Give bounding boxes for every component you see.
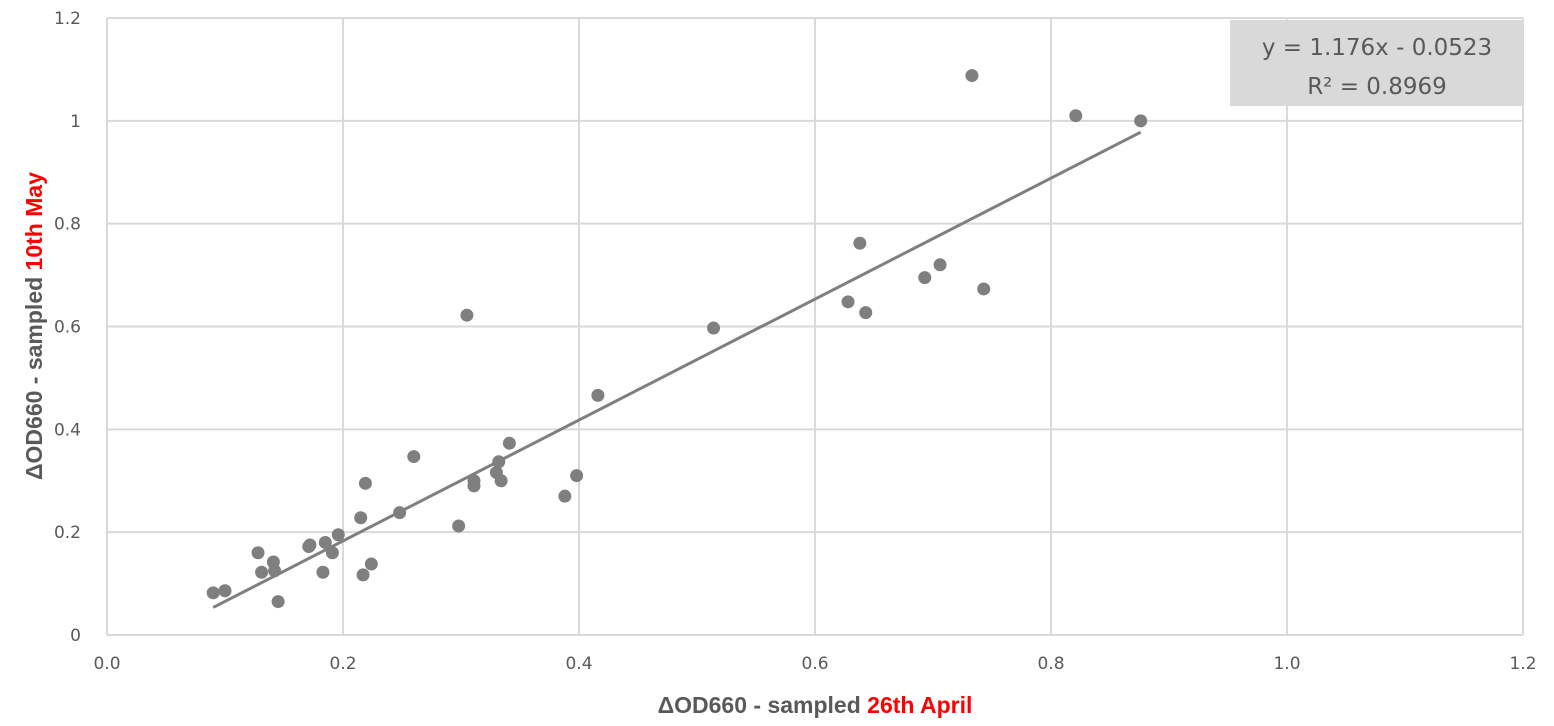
data-point [358,476,372,490]
y-tick-label: 0.4 [54,420,81,440]
data-point [218,584,232,598]
trendline-equation: y = 1.176x - 0.0523 [1262,35,1492,61]
x-tick-label: 0.6 [801,654,828,674]
x-axis-title-date: 26th April [867,692,972,718]
data-point [965,69,979,83]
y-tick-label: 0.2 [54,523,81,543]
data-point [977,282,991,296]
trendline [212,130,1142,609]
y-axis-title-date: 10th May [21,172,47,271]
data-point [354,511,368,525]
data-point [316,565,330,579]
data-point [268,564,282,578]
data-point [859,306,873,320]
trendline-equation-box: y = 1.176x - 0.0523 R² = 0.8969 [1230,20,1523,106]
data-point [452,519,466,533]
x-tick-label: 1.0 [1273,654,1300,674]
gridlines [106,17,1524,636]
data-point [255,565,269,579]
y-tick-label: 0.6 [54,318,81,338]
y-axis-title-prefix: ΔOD660 - sampled [21,270,47,480]
tick-labels: 0.0 0.2 0.4 0.6 0.8 1.0 1.2 0 0.2 0.4 0.6 0.8 1 1.2 [54,9,1537,674]
data-point [271,595,285,609]
data-point [853,236,867,250]
x-tick-label: 1.2 [1509,654,1536,674]
data-point [558,489,572,503]
data-point [303,538,317,552]
data-point [467,479,481,493]
y-tick-label: 1 [70,112,81,132]
y-tick-label: 0 [70,626,81,646]
data-point [251,546,265,560]
data-points [206,69,1148,609]
x-tick-label: 0.4 [565,654,592,674]
x-tick-label: 0.0 [93,654,120,674]
data-point [591,388,605,402]
data-point [918,271,932,285]
data-point [1134,114,1148,128]
x-axis-title-prefix: ΔOD660 - sampled [658,692,868,718]
data-point [1069,109,1083,123]
x-axis-title: ΔOD660 - sampled 26th April [658,692,973,718]
data-point [933,258,947,272]
x-tick-label: 0.8 [1037,654,1064,674]
x-tick-label: 0.2 [329,654,356,674]
y-tick-label: 1.2 [54,9,81,29]
data-point [460,308,474,322]
y-tick-label: 0.8 [54,215,81,235]
data-point [206,586,220,600]
data-point [494,474,508,488]
data-point [407,450,421,464]
data-point [707,321,721,335]
trendline-r-squared: R² = 0.8969 [1307,74,1447,100]
data-point [318,535,332,549]
data-point [492,455,506,469]
data-point [841,295,855,309]
data-point [364,557,378,571]
data-point [331,528,345,542]
data-point [325,546,339,560]
data-point [502,436,516,450]
y-axis-title: ΔOD660 - sampled 10th May [21,172,47,480]
data-point [393,506,407,520]
data-point [356,568,370,582]
data-point [570,469,584,483]
